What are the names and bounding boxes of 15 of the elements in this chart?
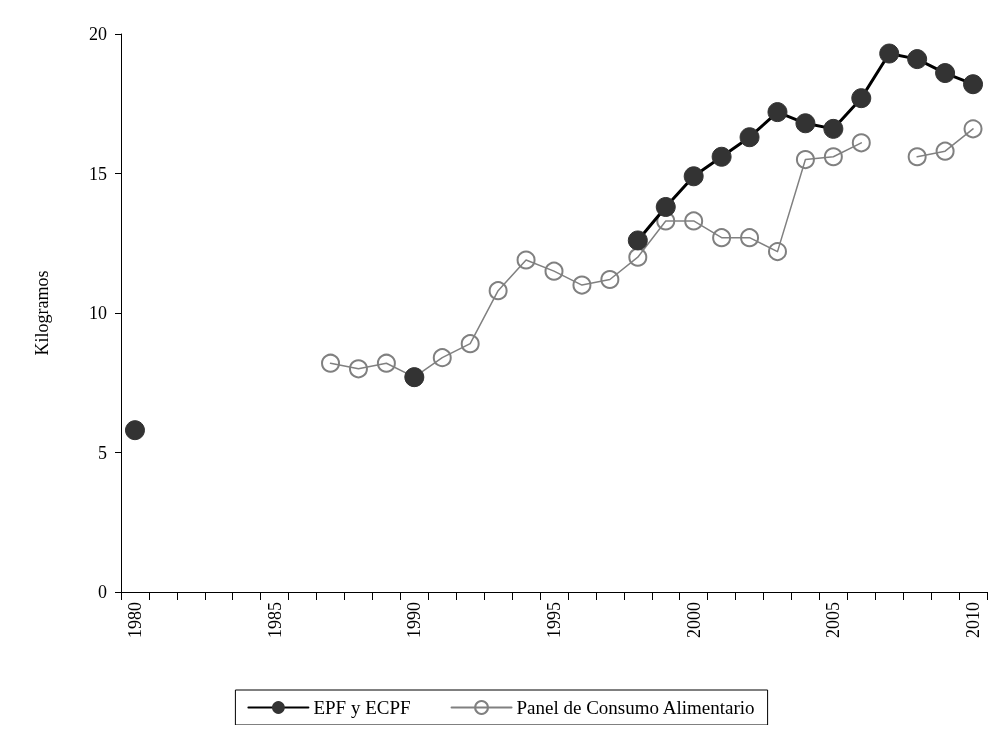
legend-label: Panel de Consumo Alimentario: [516, 697, 755, 718]
x-tick-label: 2000: [683, 602, 704, 638]
x-tick-label: 1980: [124, 602, 145, 638]
x-tick-label: 1995: [544, 602, 564, 638]
y-tick-label: 0: [98, 582, 107, 602]
x-tick-label: 2005: [823, 602, 844, 638]
y-tick-label: 20: [89, 24, 107, 44]
y-axis-title: Kilogramos: [32, 270, 52, 356]
x-tick-label: 2010: [963, 602, 984, 638]
y-tick-label: 5: [98, 442, 107, 463]
y-tick-label: 15: [89, 163, 107, 184]
legend-label: EPF y ECPF: [313, 697, 411, 718]
y-tick-label: 10: [89, 303, 107, 323]
x-tick-label: 1985: [264, 602, 285, 638]
x-tick-label: 1990: [404, 602, 425, 638]
